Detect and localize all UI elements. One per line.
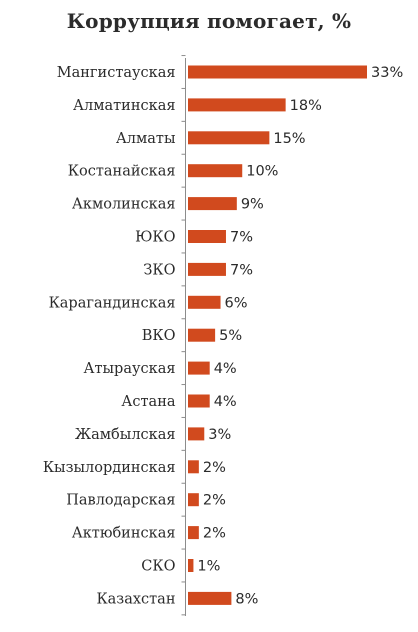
category-label: Мангистауская	[57, 65, 176, 81]
chart-title: Коррупция помогает, %	[66, 9, 352, 33]
bar	[188, 295, 221, 309]
bar	[188, 262, 226, 276]
bar	[188, 230, 226, 243]
category-label: Астана	[121, 394, 175, 410]
data-label: 2%	[203, 460, 226, 476]
category-label: Казахстан	[96, 591, 175, 607]
category-label: Алматинская	[73, 98, 175, 114]
data-label: 3%	[208, 427, 231, 443]
bar	[188, 591, 232, 605]
bar	[188, 328, 216, 342]
category-label: Павлодарская	[66, 493, 175, 509]
bar	[188, 427, 205, 441]
data-label: 10%	[246, 164, 278, 180]
category-label: СКО	[141, 559, 175, 575]
data-label: 18%	[290, 98, 322, 114]
bar	[188, 131, 270, 145]
bar	[188, 65, 367, 79]
data-label: 5%	[219, 328, 242, 344]
bar	[188, 394, 210, 408]
bar	[188, 559, 194, 572]
category-label: ВКО	[142, 328, 176, 344]
bar	[188, 98, 286, 112]
data-label: 6%	[225, 295, 248, 311]
data-label: 4%	[214, 394, 237, 410]
category-label: Кызылординская	[43, 460, 176, 476]
category-label: Карагандинская	[49, 295, 176, 311]
bar	[188, 526, 199, 540]
data-label: 1%	[197, 559, 220, 575]
data-label: 33%	[371, 65, 403, 81]
category-label: Атырауская	[84, 361, 176, 377]
data-label: 2%	[203, 493, 226, 509]
data-label: 8%	[235, 591, 258, 607]
data-label: 4%	[214, 361, 237, 377]
category-label: Акмолинская	[72, 197, 176, 213]
category-label: ЮКО	[135, 230, 176, 246]
bar	[188, 493, 199, 507]
category-label: Костанайская	[68, 164, 176, 180]
data-label: 2%	[203, 526, 226, 542]
bar	[188, 460, 199, 474]
category-label: Алматы	[116, 131, 176, 147]
category-label: Жамбылская	[75, 427, 176, 443]
data-label: 15%	[273, 131, 305, 147]
bar	[188, 164, 243, 178]
data-label: 7%	[230, 230, 253, 246]
bar	[188, 197, 237, 211]
bar	[188, 361, 210, 375]
data-label: 7%	[230, 262, 253, 278]
category-label: Актюбинская	[72, 526, 176, 542]
category-label: ЗКО	[143, 262, 175, 278]
data-label: 9%	[241, 197, 264, 213]
